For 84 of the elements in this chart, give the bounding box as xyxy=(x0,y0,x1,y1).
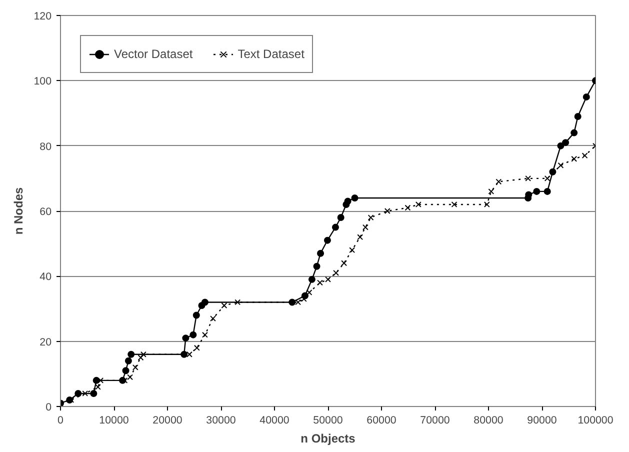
point xyxy=(127,374,134,380)
point xyxy=(313,262,320,270)
x-tick-label: 90000 xyxy=(527,414,557,426)
point xyxy=(192,312,200,319)
point xyxy=(190,331,197,338)
point xyxy=(415,202,422,208)
point xyxy=(308,276,316,283)
y-tick-label: 120 xyxy=(34,10,52,22)
point xyxy=(488,188,494,194)
point xyxy=(384,208,390,214)
point xyxy=(128,350,135,358)
point xyxy=(324,236,331,244)
point xyxy=(295,299,302,306)
point xyxy=(180,350,188,358)
point xyxy=(341,260,348,266)
y-tick-label: 0 xyxy=(46,402,52,414)
legend-label: Vector Dataset xyxy=(114,47,193,61)
point xyxy=(325,276,331,282)
x-tick-label: 40000 xyxy=(260,414,290,426)
point xyxy=(210,316,216,322)
point xyxy=(571,156,578,162)
x-tick-label: 100000 xyxy=(578,414,614,426)
point xyxy=(558,162,564,168)
point xyxy=(496,178,502,185)
point xyxy=(186,351,192,358)
x-tick-label: 60000 xyxy=(366,414,396,426)
point xyxy=(484,202,490,208)
point xyxy=(451,202,458,208)
point xyxy=(549,168,556,176)
y-axis-title: n Nodes xyxy=(12,187,26,235)
point xyxy=(368,214,374,220)
x-tick-label: 80000 xyxy=(474,414,504,426)
y-tick-label: 40 xyxy=(40,271,52,284)
point xyxy=(344,198,352,205)
point xyxy=(202,332,208,338)
point xyxy=(357,234,364,240)
point xyxy=(306,289,312,296)
x-axis-title: n Objects xyxy=(300,432,356,446)
point xyxy=(544,175,550,182)
point xyxy=(317,280,323,286)
point xyxy=(138,354,144,361)
point xyxy=(544,188,551,195)
point xyxy=(182,334,190,342)
point xyxy=(122,367,130,374)
point xyxy=(525,175,532,182)
point xyxy=(124,357,132,364)
point xyxy=(332,224,339,231)
point xyxy=(582,152,588,159)
point xyxy=(140,351,146,358)
point xyxy=(90,390,98,397)
point xyxy=(337,214,344,222)
point xyxy=(333,270,339,276)
legend-label: Text Dataset xyxy=(238,47,304,61)
y-tick-label: 20 xyxy=(40,336,52,348)
point xyxy=(404,204,411,211)
point xyxy=(533,188,540,195)
y-tick-label: 80 xyxy=(40,140,52,153)
point xyxy=(201,298,208,306)
point xyxy=(362,224,368,230)
point xyxy=(94,384,101,390)
x-tick-label: 30000 xyxy=(206,414,236,426)
point xyxy=(194,344,200,351)
x-tick-label: 10000 xyxy=(99,414,129,426)
x-tick-label: 0 xyxy=(58,414,64,426)
point xyxy=(98,377,104,384)
point xyxy=(562,139,570,146)
point xyxy=(300,296,307,302)
point xyxy=(574,113,582,120)
point xyxy=(234,299,241,306)
x-tick-label: 20000 xyxy=(152,414,182,426)
point xyxy=(582,93,590,100)
y-tick-label: 60 xyxy=(40,206,52,218)
point xyxy=(74,390,82,397)
point xyxy=(317,250,324,257)
x-tick-label: 50000 xyxy=(313,414,343,426)
point xyxy=(351,194,358,202)
point xyxy=(570,129,578,136)
point xyxy=(557,142,564,150)
point xyxy=(132,364,138,370)
y-tick-label: 100 xyxy=(34,76,52,88)
point xyxy=(82,390,88,396)
point xyxy=(221,302,228,308)
x-tick-label: 70000 xyxy=(420,414,450,426)
point xyxy=(349,247,356,254)
